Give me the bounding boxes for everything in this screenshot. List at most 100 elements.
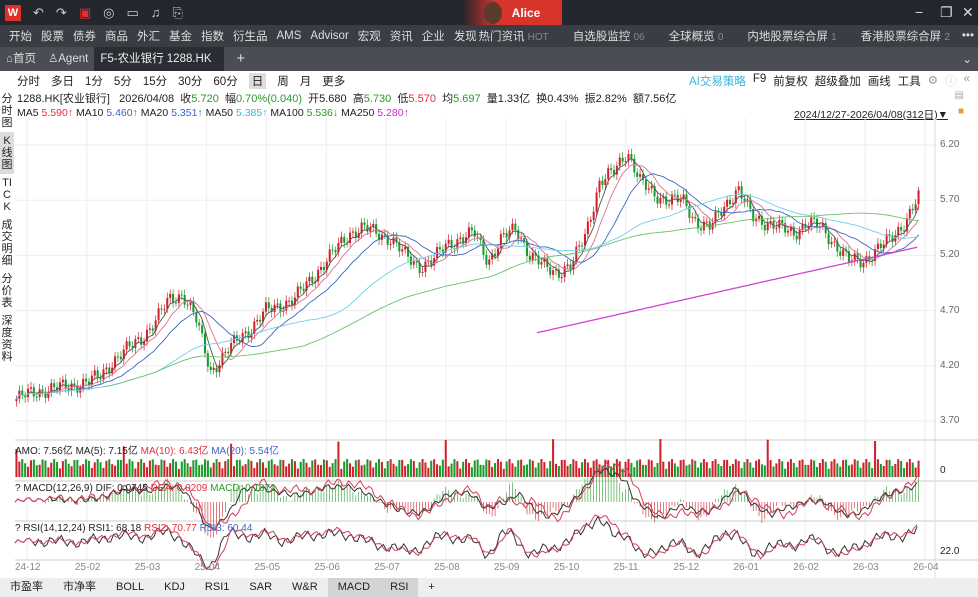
menu-item[interactable]: 衍生品 — [233, 31, 268, 43]
indicator-tab[interactable]: KDJ — [164, 581, 185, 593]
more-icon[interactable]: ••• — [961, 30, 974, 42]
quick-link[interactable]: 内地股票综合屏 1 — [747, 31, 837, 43]
menu-item[interactable]: 资讯 — [389, 31, 413, 43]
indicator-tab[interactable]: SAR — [249, 581, 273, 593]
period-2[interactable]: 1分 — [85, 76, 103, 88]
menu-item[interactable]: 商品 — [105, 31, 128, 43]
period-3[interactable]: 5分 — [113, 76, 132, 88]
tab-home[interactable]: ⌂首页 — [6, 53, 36, 65]
indicator-tab[interactable]: RSI — [380, 578, 419, 597]
indicator-tab[interactable]: MACD — [327, 578, 381, 597]
period-8[interactable]: 周 — [277, 76, 289, 88]
date-range-selector[interactable]: 2024/12/27-2026/04/08(312日)▼ — [793, 109, 948, 121]
minimize-icon[interactable]: − — [915, 4, 924, 20]
volume-bar — [644, 464, 647, 477]
side-tab-depth[interactable]: 深度资料 — [1, 315, 13, 363]
side-tab-trades[interactable]: 成交明细 — [1, 219, 13, 267]
f9-button[interactable]: F9 — [752, 73, 767, 85]
chevron-down-icon[interactable]: ⌄ — [962, 54, 972, 66]
candle — [836, 241, 839, 252]
candle — [520, 238, 523, 240]
menu-item[interactable]: Advisor — [310, 30, 349, 42]
menu-item[interactable]: 债券 — [73, 31, 96, 43]
period-6[interactable]: 60分 — [213, 76, 238, 88]
indicator-tab[interactable]: BOLL — [116, 581, 145, 593]
volume-bar — [412, 460, 415, 477]
quick-link[interactable]: 自选股监控 06 — [572, 31, 645, 43]
menu-item[interactable]: 股票 — [41, 31, 64, 43]
menu-item[interactable]: 发现 — [453, 31, 477, 43]
add-tab-button[interactable]: + — [236, 50, 246, 67]
quick-link[interactable]: 香港股票综合屏 2 — [860, 31, 950, 43]
side-tab-price-table[interactable]: 分价表 — [1, 273, 13, 309]
side-tab-intraday[interactable]: 分时图 — [1, 93, 13, 129]
redo-icon[interactable]: ↷ — [55, 4, 67, 20]
period-9[interactable]: 月 — [299, 76, 312, 88]
indicator-tab[interactable]: + — [428, 581, 435, 593]
period-4[interactable]: 15分 — [142, 76, 168, 88]
menu-item[interactable]: 开始 — [9, 31, 32, 43]
bell-icon[interactable]: ♫ — [150, 5, 161, 20]
candle — [47, 391, 50, 398]
menu-item[interactable]: 企业 — [421, 31, 445, 43]
volume-bar — [288, 463, 291, 477]
candle — [407, 246, 410, 257]
volume-bar — [482, 465, 485, 477]
period-1[interactable]: 多日 — [51, 76, 74, 88]
menu-item[interactable]: 外汇 — [137, 31, 160, 43]
chat-icon[interactable]: ◎ — [103, 4, 115, 20]
side-tab-tick[interactable]: TICK — [2, 177, 12, 213]
rsi-line — [14, 515, 918, 571]
tab-stock[interactable]: F5-农业银行 1288.HK — [94, 47, 225, 71]
ai-strategy-button[interactable]: AI交易策略 — [688, 76, 746, 88]
indicator-tab[interactable]: W&R — [292, 581, 318, 593]
overlay-button[interactable]: 超级叠加 — [814, 76, 861, 88]
candle — [64, 379, 67, 389]
volume-bar — [438, 465, 441, 477]
menu-item[interactable]: 基金 — [169, 31, 192, 43]
volume-bar — [380, 462, 383, 477]
tools-button[interactable]: 工具 — [897, 76, 921, 88]
period-7[interactable]: 日 — [248, 73, 267, 89]
screen-icon[interactable]: ▤ — [954, 90, 964, 101]
indicator-tab[interactable]: RSI1 — [204, 581, 230, 593]
help-icon[interactable]: ⓘ — [945, 76, 957, 88]
volume-bar — [73, 459, 76, 477]
volume-bar — [517, 460, 520, 477]
tab-agent[interactable]: ♙Agent — [47, 53, 89, 65]
a-icon[interactable]: ▣ — [78, 4, 92, 20]
draw-button[interactable]: 画线 — [867, 76, 891, 88]
quick-link[interactable]: 热门资讯 HOT — [478, 31, 549, 43]
user-badge[interactable]: Alice — [462, 0, 562, 25]
collapse-icon[interactable]: « — [963, 73, 970, 85]
gear-icon[interactable]: ⚙ — [927, 75, 939, 87]
monitor-icon[interactable]: ▭ — [126, 4, 139, 20]
quick-link[interactable]: 全球概览 0 — [668, 31, 724, 43]
ma10-line — [16, 163, 919, 400]
menu-item[interactable]: 指数 — [201, 31, 224, 43]
candle — [479, 237, 482, 241]
side-tab-kline[interactable]: K线图 — [0, 132, 14, 174]
candle — [444, 243, 447, 253]
period-5[interactable]: 30分 — [178, 76, 203, 88]
candle — [224, 351, 227, 353]
period-10[interactable]: 更多 — [322, 76, 346, 88]
menu-item[interactable]: AMS — [276, 30, 302, 42]
f1-icon[interactable]: ⎘ — [172, 4, 183, 20]
volume-bar — [360, 465, 363, 477]
undo-icon[interactable]: ↶ — [33, 4, 44, 20]
volume-bar — [740, 468, 743, 477]
candle — [842, 249, 845, 256]
menu-item[interactable]: 宏观 — [357, 31, 381, 43]
indicator-tab[interactable]: 市净率 — [63, 581, 96, 593]
candle — [320, 266, 323, 270]
indicator-tab[interactable]: 市盈率 — [10, 581, 43, 593]
adjust-button[interactable]: 前复权 — [773, 76, 808, 88]
maximize-icon[interactable]: ❐ — [940, 4, 953, 20]
volume-bar — [810, 459, 813, 477]
period-0[interactable]: 分时 — [17, 76, 40, 88]
change-value: 0.70%(0.040) — [235, 93, 302, 105]
close-icon[interactable]: ✕ — [962, 4, 974, 20]
lock-icon[interactable]: ■ — [957, 106, 964, 117]
